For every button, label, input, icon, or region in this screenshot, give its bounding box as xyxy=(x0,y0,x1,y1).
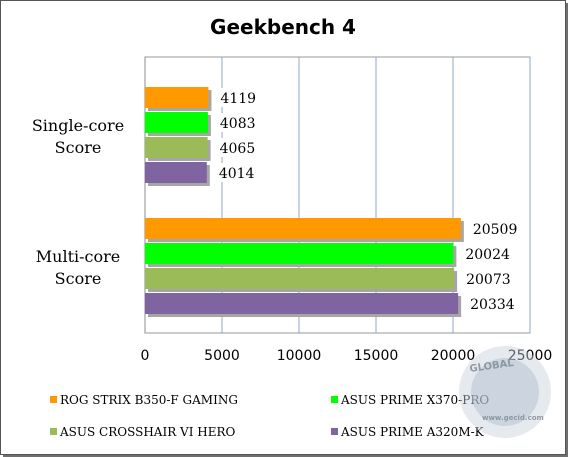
data-label-bg xyxy=(458,269,511,288)
x-tick-label: 25000 xyxy=(508,348,553,364)
data-label: 20073 xyxy=(466,272,511,288)
data-label-bg xyxy=(211,138,264,157)
category-label: Single-core xyxy=(32,116,124,135)
category-label: Score xyxy=(55,269,102,288)
legend-swatch xyxy=(331,396,338,403)
legend-label: ASUS CROSSHAIR VI HERO xyxy=(59,425,236,439)
x-tick-label: 0 xyxy=(141,348,150,364)
legend-swatch xyxy=(331,428,338,435)
category-label: Score xyxy=(55,138,102,157)
watermark-inner-circle xyxy=(471,358,539,426)
x-tick-label: 15000 xyxy=(354,348,399,364)
x-tick-label: 10000 xyxy=(277,348,322,364)
data-label: 20509 xyxy=(473,222,518,238)
bar xyxy=(145,112,208,133)
x-tick-label: 5000 xyxy=(204,348,240,364)
bar xyxy=(145,268,455,289)
data-label: 4119 xyxy=(220,91,256,107)
bar xyxy=(145,218,461,239)
legend-swatch xyxy=(50,396,57,403)
data-label: 4083 xyxy=(220,116,256,132)
legend-label: ASUS PRIME X370-PRO xyxy=(340,393,489,407)
bar xyxy=(145,293,459,314)
data-label-bg xyxy=(211,113,264,132)
data-label-bg xyxy=(457,244,510,263)
data-label-bg xyxy=(210,163,263,182)
bar xyxy=(145,137,208,158)
bars xyxy=(145,87,464,317)
bar xyxy=(145,87,209,108)
data-label: 4014 xyxy=(219,166,255,182)
legend-label: ASUS PRIME A320M-K xyxy=(340,425,485,439)
x-axis-ticks: 0 5000 10000 15000 20000 25000 xyxy=(141,348,553,364)
y-axis-categories: Single-core Score Multi-core Score xyxy=(32,116,124,288)
legend: ROG STRIX B350-F GAMING ASUS PRIME X370-P… xyxy=(50,393,489,439)
data-label: 4065 xyxy=(220,141,256,157)
data-label-bg xyxy=(462,294,515,313)
category-label: Multi-core xyxy=(36,247,120,266)
data-label: 20024 xyxy=(465,247,510,263)
data-label-bg xyxy=(212,88,265,107)
watermark-circle xyxy=(459,346,551,438)
data-labels: 4119 4083 4065 4014 20509 20024 20073 20334 xyxy=(210,88,518,313)
x-tick-label: 20000 xyxy=(431,348,476,364)
watermark-url: www.gecid.com xyxy=(482,414,544,422)
legend-label: ROG STRIX B350-F GAMING xyxy=(60,393,238,407)
legend-swatch xyxy=(50,428,57,435)
data-label: 20334 xyxy=(470,297,515,313)
chart-title: Geekbench 4 xyxy=(210,15,356,39)
data-label-bg xyxy=(464,219,517,238)
bar xyxy=(145,243,454,264)
bar xyxy=(145,162,207,183)
